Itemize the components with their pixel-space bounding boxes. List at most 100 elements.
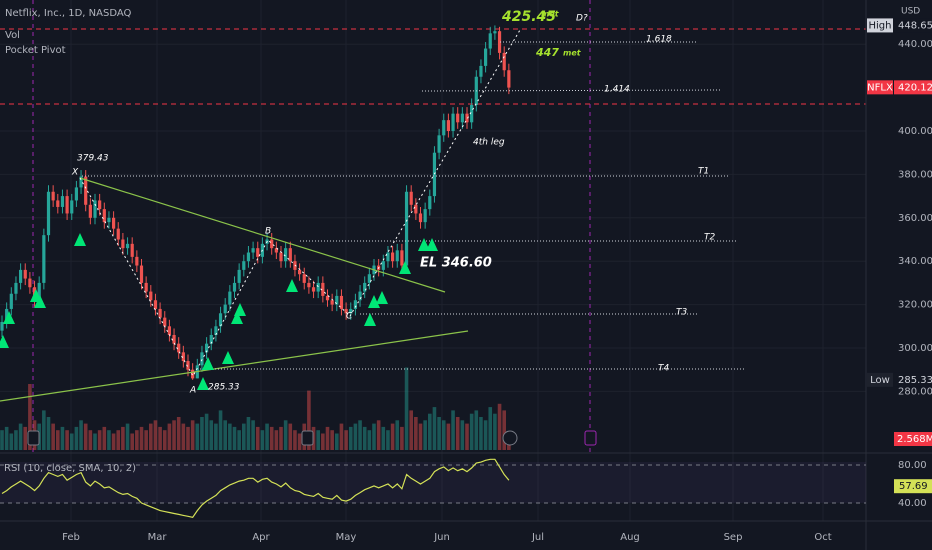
volume-bar (209, 420, 214, 450)
candle-body (223, 304, 227, 314)
rsi-band (0, 462, 866, 503)
volume-bar (311, 426, 316, 450)
candle-body (205, 343, 209, 353)
volume-bar (386, 430, 390, 450)
candle-body (302, 274, 306, 283)
volume-bar (469, 413, 474, 450)
volume-bar (204, 413, 209, 450)
volume-bar (4, 426, 9, 450)
annotation: T1 (698, 167, 709, 177)
candle-body (428, 196, 432, 210)
volume-bar (69, 433, 74, 450)
candle-body (367, 274, 371, 283)
candle-body (186, 361, 190, 370)
rsi-tag-bg (894, 479, 932, 494)
volume-bar (135, 430, 139, 450)
volume-bar (255, 426, 260, 450)
volume-pane (0, 367, 511, 450)
candle-body (112, 217, 116, 229)
annotation: X (71, 168, 79, 178)
drawings (0, 29, 746, 402)
candle-body (497, 31, 502, 53)
candle-body (330, 300, 334, 305)
volume-bar (335, 433, 339, 450)
volume-bar (479, 417, 483, 450)
volume-bar (330, 430, 334, 450)
candle-body (479, 65, 483, 77)
price-tag-bg (894, 80, 932, 95)
annotation: C (346, 312, 353, 322)
candle-body (181, 352, 185, 362)
candle-body (130, 243, 134, 257)
candle-body (391, 252, 395, 262)
pocket-pivot-marker (74, 233, 86, 246)
volume-bar (455, 417, 460, 450)
candle-body (46, 191, 51, 236)
volume-bar (107, 430, 111, 450)
earnings-icon (301, 430, 314, 446)
pocket-pivot-marker (231, 311, 243, 324)
annotation: met (563, 49, 582, 58)
volume-bar (260, 430, 265, 450)
volume-bar (74, 426, 79, 450)
volume-bar (316, 430, 320, 450)
volume-bar (465, 423, 469, 450)
pocket-pivot-marker (418, 238, 430, 251)
x-tick-label: Aug (620, 532, 640, 543)
candle-body (19, 269, 23, 283)
candle-body (400, 250, 404, 266)
volume-bar (214, 423, 218, 450)
candle-body (14, 282, 18, 294)
annotation: T3 (676, 308, 687, 318)
volume-tag-bg (894, 432, 932, 446)
pocket-pivot-marker (202, 357, 214, 370)
volume-bar (279, 426, 283, 450)
y-tick-label: 340.00 (898, 256, 932, 267)
candle-body (363, 282, 367, 292)
y-tick-label: 440.00 (898, 39, 932, 50)
volume-bar (297, 433, 302, 450)
annotation: T4 (658, 364, 669, 374)
candle-body (298, 269, 302, 275)
volume-bar (228, 423, 232, 450)
annotation: 285.33 (208, 383, 240, 393)
volume-bar (428, 413, 432, 450)
candle-body (418, 213, 423, 223)
annotation: B (265, 227, 271, 237)
volume-bar (139, 426, 144, 450)
volume-bar (125, 423, 130, 450)
volume-bar (153, 420, 158, 450)
price-tag-bg (894, 372, 932, 387)
volume-bar (60, 426, 65, 450)
candle-body (409, 191, 413, 205)
volume-bar (483, 420, 488, 450)
candle-body (84, 176, 88, 205)
volume-bar (158, 426, 162, 450)
candle-body (456, 113, 460, 123)
volume-bar (507, 441, 511, 450)
symbol-title: Netflix, Inc., 1D, NASDAQ (5, 8, 132, 19)
annotation: 379.43 (77, 154, 109, 164)
volume-bar (376, 420, 381, 450)
candle-body (488, 33, 492, 49)
volume-bar (451, 410, 455, 450)
candle-body (116, 228, 120, 240)
candle-body (386, 252, 390, 262)
candle-body (149, 291, 153, 301)
candle-body (98, 200, 102, 210)
volume-bar (65, 430, 69, 450)
volume-bar (246, 417, 251, 450)
volume-bar (223, 420, 227, 450)
candle-body (246, 252, 251, 262)
candle-body (5, 308, 9, 322)
rsi-title: RSI (10, close, SMA, 10, 2) (4, 463, 136, 474)
volume-bar (344, 430, 348, 450)
volume-bar (418, 423, 423, 450)
candle-body (56, 200, 60, 207)
candle-body (93, 200, 97, 218)
annotation: 447 (535, 46, 559, 59)
candle-body (107, 217, 111, 223)
